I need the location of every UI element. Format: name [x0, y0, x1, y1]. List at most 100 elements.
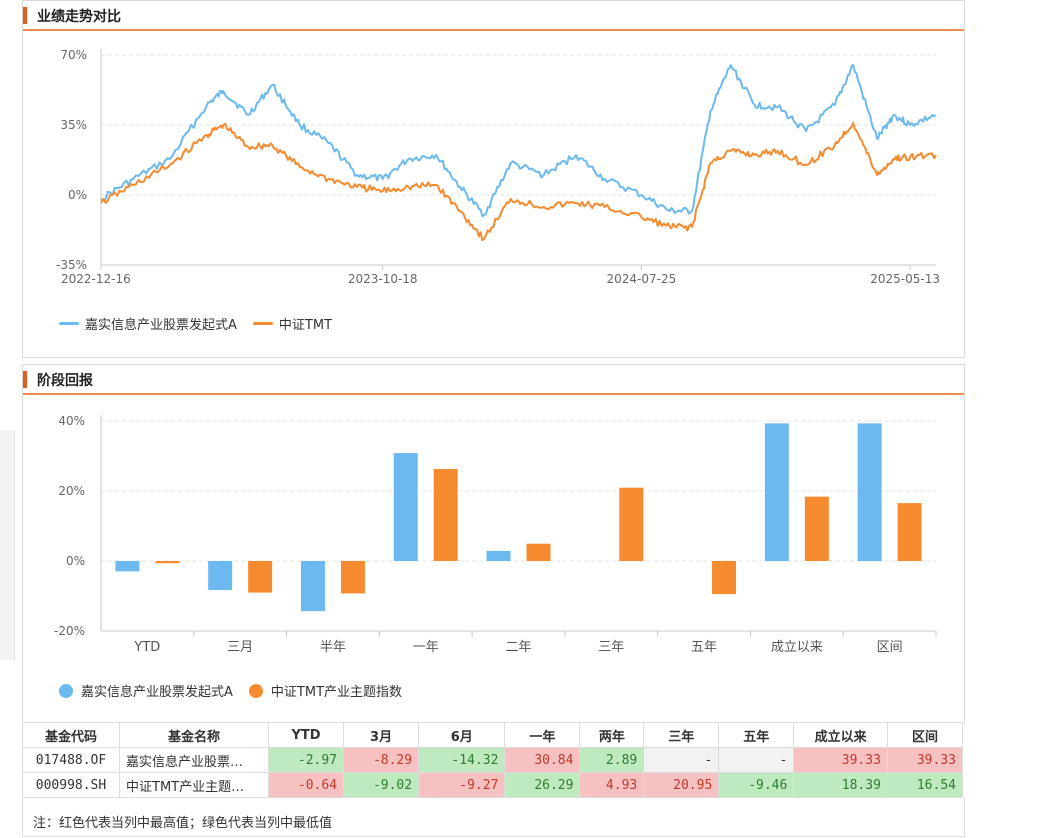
- column-header: 一年: [504, 722, 581, 748]
- return-cell: -9.46: [718, 772, 795, 798]
- fund-name-cell[interactable]: 中证TMT产业主题…: [119, 772, 269, 798]
- y-tick-label: 0%: [68, 188, 87, 202]
- table-row[interactable]: 017488.OF 嘉实信息产业股票… -2.97 -8.29 -14.32 3…: [22, 747, 964, 773]
- column-header: 五年: [718, 722, 795, 748]
- y-tick-label: 40%: [58, 414, 85, 428]
- bar-fund: [208, 561, 233, 591]
- series-line-index: [100, 122, 937, 242]
- y-tick-label: 35%: [60, 118, 87, 132]
- return-cell: 39.33: [886, 747, 964, 773]
- table-header-row: 基金代码 基金名称 YTD 3月 6月 一年 两年 三年 五年 成立以来 区间: [22, 722, 964, 748]
- return-cell: -: [718, 747, 795, 773]
- column-header: 基金代码: [22, 722, 120, 748]
- bar-index: [712, 561, 737, 595]
- fund-code-cell: 000998.SH: [22, 772, 120, 798]
- x-tick-label: YTD: [133, 640, 160, 655]
- legend-dot-swatch: [59, 683, 73, 698]
- stage-return-panel: 阶段回报 40% 20% 0% -20% YTD 三月 半年 一年 二年 三年 五年 成立以来 区间 嘉…: [22, 364, 965, 724]
- bar-index: [526, 543, 551, 561]
- column-header: 三年: [643, 722, 720, 748]
- bar-index: [433, 468, 458, 561]
- legend-label: 嘉实信息产业股票发起式A: [81, 685, 233, 700]
- x-tick-label: 2022-12-16: [61, 272, 131, 286]
- x-tick-label: 五年: [691, 640, 717, 655]
- column-header: 区间: [886, 722, 964, 748]
- return-cell: -: [643, 747, 720, 773]
- bar-fund: [300, 561, 325, 612]
- bar-fund: [115, 561, 140, 572]
- return-cell: -9.02: [343, 772, 420, 798]
- column-header: 两年: [579, 722, 645, 748]
- x-tick-label: 区间: [877, 640, 903, 655]
- note-text: 注：红色代表当列中最高值；绿色代表当列中最低值: [33, 816, 333, 831]
- x-tick-label: 一年: [413, 640, 439, 655]
- bar-index: [804, 496, 829, 561]
- table-note: 注：红色代表当列中最高值；绿色代表当列中最低值: [22, 798, 965, 837]
- return-cell: 30.84: [504, 747, 581, 773]
- panel-title: 业绩走势对比: [37, 9, 121, 25]
- line-chart: 70% 35% 0% -35%2022-12-16 2023-10-18 2024-07-…: [56, 48, 940, 286]
- legend-item-index[interactable]: 中证TMT产业主题指数: [248, 681, 403, 700]
- legend-label: 中证TMT产业主题指数: [270, 685, 403, 700]
- x-tick-label: 三月: [227, 640, 253, 655]
- legend-item-fund[interactable]: 嘉实信息产业股票发起式A: [59, 681, 233, 700]
- legend-line-swatch: [59, 322, 79, 325]
- legend-item-fund[interactable]: 嘉实信息产业股票发起式A: [59, 314, 237, 333]
- return-cell: -8.29: [343, 747, 420, 773]
- panel-title: 阶段回报: [37, 373, 93, 389]
- x-tick-label: 半年: [320, 640, 346, 655]
- y-tick-label: -35%: [56, 258, 87, 272]
- bar-index: [248, 561, 273, 593]
- return-cell: 39.33: [793, 747, 888, 773]
- column-header: 成立以来: [793, 722, 888, 748]
- x-tick-label: 二年: [505, 640, 531, 655]
- y-tick-label: -20%: [54, 624, 85, 638]
- legend-item-index[interactable]: 中证TMT: [252, 314, 333, 333]
- return-cell: 26.29: [504, 772, 581, 798]
- bar-index: [897, 503, 922, 561]
- legend-line-swatch: [252, 322, 273, 325]
- return-cell: 18.39: [793, 772, 888, 798]
- fund-name-cell[interactable]: 嘉实信息产业股票…: [119, 747, 269, 773]
- header-accent-bar: [23, 7, 27, 24]
- return-cell: -9.27: [418, 772, 506, 798]
- return-cell: 16.54: [886, 772, 964, 798]
- panel-header: 阶段回报: [23, 365, 964, 395]
- legend-dot-swatch: [248, 683, 263, 698]
- fund-code-cell: 017488.OF: [22, 747, 120, 773]
- column-header: 6月: [418, 722, 506, 748]
- bar-legend: 嘉实信息产业股票发起式A 中证TMT产业主题指数: [59, 681, 418, 700]
- x-tick-label: 2024-07-25: [607, 272, 677, 286]
- legend-label: 中证TMT: [278, 318, 333, 333]
- return-cell: 2.89: [579, 747, 645, 773]
- return-cell: -2.97: [267, 747, 345, 773]
- table-row[interactable]: 000998.SH 中证TMT产业主题… -0.64 -9.02 -9.27 2…: [22, 772, 964, 798]
- performance-trend-panel: 业绩走势对比 70% 35% 0% -35% 2022-12-16 2023-10-18 2…: [22, 0, 965, 358]
- left-edge-strip: [0, 430, 15, 660]
- bar-index: [340, 561, 365, 594]
- return-cell: -14.32: [418, 747, 506, 773]
- return-cell: 20.95: [643, 772, 720, 798]
- bar-index: [155, 561, 180, 564]
- y-tick-label: 20%: [58, 484, 85, 498]
- column-header: 3月: [343, 722, 420, 748]
- column-header: 基金名称: [119, 722, 269, 748]
- bar-fund: [393, 453, 418, 561]
- legend-label: 嘉实信息产业股票发起式A: [85, 318, 237, 333]
- return-cell: 4.93: [579, 772, 645, 798]
- x-tick-label: 成立以来: [771, 640, 823, 655]
- y-tick-label: 0%: [66, 554, 85, 568]
- x-tick-label: 2025-05-13: [870, 272, 940, 286]
- bar-chart: 40% 20% 0% -20% YTD 三月 半年 一年 二年 三年 五年 成立以来 区间: [54, 414, 937, 655]
- line-legend: 嘉实信息产业股票发起式A 中证TMT: [59, 314, 348, 333]
- column-header: YTD: [267, 722, 345, 748]
- return-cell: -0.64: [267, 772, 345, 798]
- series-line-fund: [100, 64, 937, 218]
- header-accent-bar: [23, 371, 27, 388]
- bar-index: [619, 487, 644, 561]
- bar-fund: [857, 423, 882, 561]
- bar-fund: [764, 423, 789, 561]
- bar-fund: [486, 550, 511, 561]
- y-tick-label: 70%: [60, 48, 87, 62]
- performance-table: 基金代码 基金名称 YTD 3月 6月 一年 两年 三年 五年 成立以来 区间 …: [22, 722, 964, 798]
